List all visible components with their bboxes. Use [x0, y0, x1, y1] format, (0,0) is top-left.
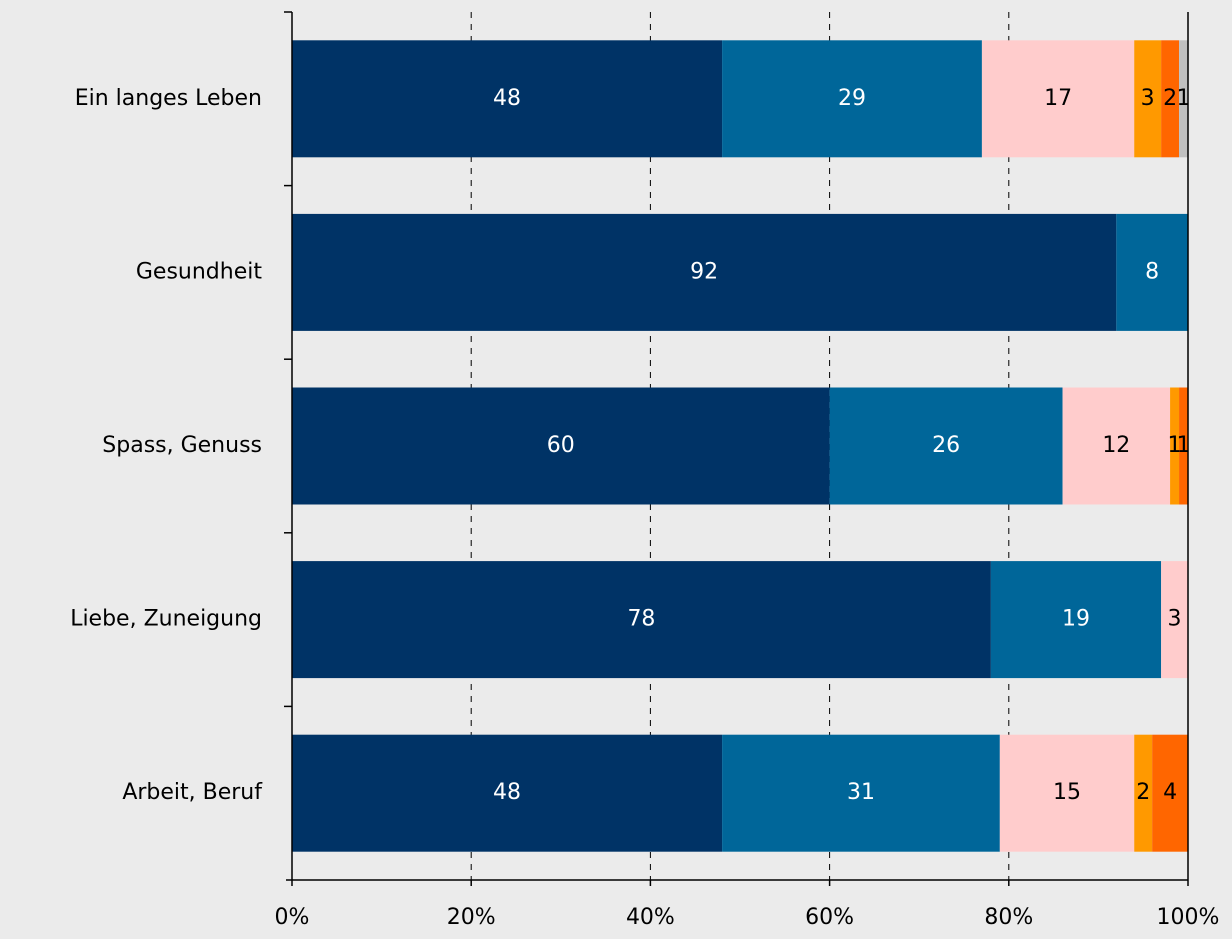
- value-label: 78: [627, 607, 655, 632]
- bar-segment: [292, 40, 723, 158]
- category-label: Ein langes Leben: [75, 86, 262, 111]
- category-label: Liebe, Zuneigung: [70, 607, 262, 632]
- value-label: 15: [1053, 780, 1081, 805]
- category-label: Gesundheit: [136, 259, 262, 284]
- value-label: 3: [1168, 607, 1182, 632]
- value-label: 12: [1102, 433, 1130, 458]
- x-tick-label: 100%: [1157, 905, 1220, 930]
- value-label: 1: [1168, 433, 1182, 458]
- bar-segment: [292, 561, 991, 679]
- value-label: 17: [1044, 86, 1072, 111]
- bar-segment: [1134, 734, 1153, 852]
- bar-segment: [829, 387, 1063, 505]
- value-label: 2: [1136, 780, 1150, 805]
- bar-segment: [1161, 40, 1180, 158]
- bar-segment: [1170, 387, 1180, 505]
- value-label: 26: [932, 433, 960, 458]
- value-label: 60: [547, 433, 575, 458]
- value-label: 31: [847, 780, 875, 805]
- value-label: 29: [838, 86, 866, 111]
- value-label: 3: [1141, 86, 1155, 111]
- value-label: 48: [493, 86, 521, 111]
- bar-segment: [1179, 40, 1188, 158]
- value-label: 8: [1145, 259, 1159, 284]
- bar-segment: [999, 734, 1135, 852]
- x-tick-label: 20%: [447, 905, 496, 930]
- value-label: 1: [1177, 433, 1191, 458]
- category-label: Arbeit, Beruf: [122, 780, 263, 805]
- value-label: 2: [1163, 86, 1177, 111]
- bar-segment: [722, 734, 1000, 852]
- x-tick-label: 0%: [275, 905, 310, 930]
- value-label: 4: [1163, 780, 1177, 805]
- x-tick-label: 40%: [626, 905, 675, 930]
- x-tick-label: 80%: [984, 905, 1033, 930]
- value-label: 1: [1177, 86, 1191, 111]
- value-label: 48: [493, 780, 521, 805]
- x-tick-label: 60%: [805, 905, 854, 930]
- bar-segment: [292, 734, 723, 852]
- bar-segment: [1116, 213, 1188, 331]
- bar-segment: [1134, 40, 1162, 158]
- bar-segment: [292, 213, 1117, 331]
- bar-segment: [1179, 387, 1188, 505]
- value-label: 19: [1062, 607, 1090, 632]
- bar-segment: [1062, 387, 1171, 505]
- bar-segment: [990, 561, 1162, 679]
- bar-segment: [981, 40, 1135, 158]
- value-label: 92: [690, 259, 718, 284]
- category-label: Spass, Genuss: [102, 433, 262, 458]
- bar-segment: [292, 387, 830, 505]
- bar-segment: [722, 40, 982, 158]
- bar-segment: [1152, 734, 1188, 852]
- bar-segment: [1161, 561, 1188, 679]
